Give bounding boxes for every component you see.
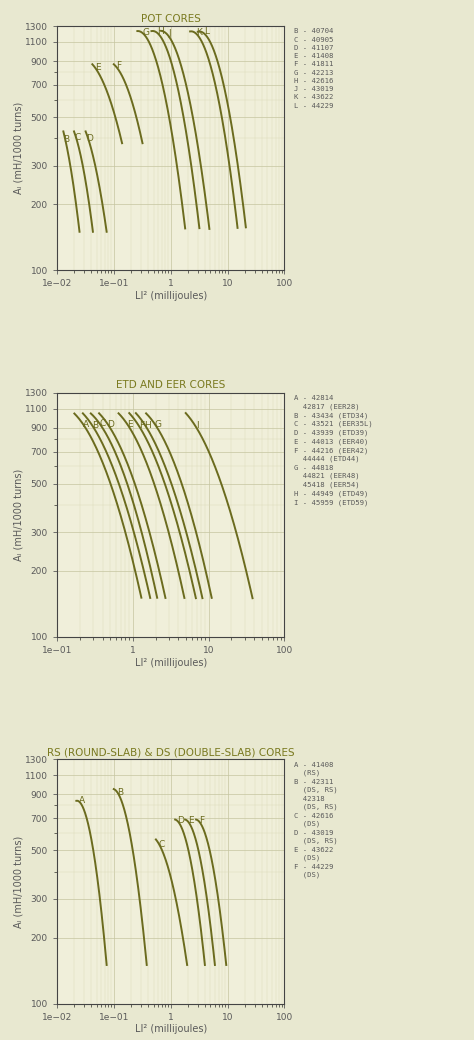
Y-axis label: Aₗ (mH/1000 turns): Aₗ (mH/1000 turns) [13, 102, 24, 194]
Text: E: E [95, 62, 100, 72]
Y-axis label: Aₗ (mH/1000 turns): Aₗ (mH/1000 turns) [13, 835, 24, 928]
Text: H: H [145, 421, 151, 430]
Text: G: G [143, 28, 149, 36]
Text: E: E [128, 420, 133, 430]
Text: F: F [117, 61, 121, 71]
Text: C: C [158, 840, 164, 849]
Text: D: D [86, 133, 93, 142]
Text: F: F [199, 816, 204, 825]
Text: J: J [169, 29, 171, 37]
Text: A: A [79, 797, 85, 805]
Text: A - 42814
  42817 (EER28)
B - 43434 (ETD34)
C - 43521 (EER35L)
D - 43939 (ETD39): A - 42814 42817 (EER28) B - 43434 (ETD34… [293, 395, 372, 505]
Text: B: B [92, 421, 98, 430]
Text: H: H [157, 27, 164, 36]
X-axis label: LI² (millijoules): LI² (millijoules) [135, 658, 207, 668]
Text: I: I [197, 421, 199, 430]
Text: E: E [188, 816, 193, 826]
Text: G: G [155, 420, 162, 428]
Title: RS (ROUND-SLAB) & DS (DOUBLE-SLAB) CORES: RS (ROUND-SLAB) & DS (DOUBLE-SLAB) CORES [47, 747, 294, 757]
Text: L: L [204, 27, 209, 36]
Text: C: C [100, 419, 106, 428]
Title: POT CORES: POT CORES [141, 14, 201, 24]
Text: F: F [139, 421, 144, 430]
Y-axis label: Aₗ (mH/1000 turns): Aₗ (mH/1000 turns) [13, 469, 24, 561]
Text: K: K [196, 27, 201, 36]
Title: ETD AND EER CORES: ETD AND EER CORES [116, 381, 225, 390]
Text: D: D [177, 816, 184, 826]
Text: A - 41408
  (RS)
B - 42311
  (DS, RS)
  42318
  (DS, RS)
C - 42616
  (DS)
D - 43: A - 41408 (RS) B - 42311 (DS, RS) 42318 … [293, 761, 337, 879]
Text: C: C [74, 133, 81, 142]
Text: D: D [108, 420, 115, 430]
Text: A: A [83, 420, 90, 430]
Text: B: B [63, 135, 69, 145]
Text: B: B [117, 787, 123, 797]
Text: B - 40704
C - 40905
D - 41107
E - 41408
F - 41811
G - 42213
H - 42616
J - 43019
: B - 40704 C - 40905 D - 41107 E - 41408 … [293, 28, 333, 109]
X-axis label: LI² (millijoules): LI² (millijoules) [135, 1024, 207, 1035]
X-axis label: LI² (millijoules): LI² (millijoules) [135, 291, 207, 302]
